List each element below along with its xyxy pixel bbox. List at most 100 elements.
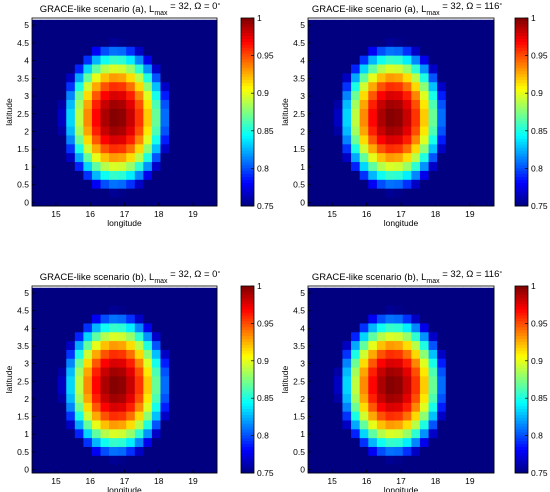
heatmap-cell bbox=[194, 384, 204, 395]
heatmap-cell bbox=[351, 287, 361, 297]
heatmap-cell bbox=[402, 296, 412, 306]
colorbar-step bbox=[515, 437, 528, 442]
heatmap-cell bbox=[463, 349, 473, 359]
heatmap-cell bbox=[325, 340, 335, 350]
colorbar-step bbox=[515, 106, 528, 110]
colorbar-tick-label: 0.75 bbox=[531, 468, 548, 478]
heatmap-cell bbox=[376, 117, 386, 127]
heatmap-cell bbox=[100, 179, 110, 189]
heatmap-cell bbox=[57, 393, 67, 403]
heatmap-cell bbox=[109, 28, 119, 38]
heatmap-cell bbox=[57, 135, 67, 145]
heatmap-cell bbox=[40, 446, 50, 456]
heatmap-cell bbox=[325, 161, 335, 171]
heatmap-cell bbox=[32, 152, 41, 163]
heatmap-cell bbox=[411, 90, 421, 100]
heatmap-cell bbox=[394, 152, 404, 163]
heatmap-cell bbox=[411, 161, 421, 171]
colorbar-step bbox=[515, 29, 528, 34]
heatmap-cell bbox=[117, 464, 127, 474]
colorbar-frame bbox=[514, 17, 529, 207]
heatmap-cell bbox=[57, 179, 67, 189]
heatmap-cell bbox=[57, 19, 67, 30]
heatmap-cell bbox=[66, 197, 76, 207]
heatmap-cell bbox=[419, 464, 429, 474]
heatmap-cell bbox=[351, 340, 361, 350]
heatmap-cell bbox=[394, 340, 404, 350]
heatmap-cell bbox=[117, 72, 127, 83]
heatmap-cell bbox=[480, 464, 490, 474]
heatmap-cell bbox=[325, 143, 335, 154]
heatmap-cell bbox=[411, 349, 421, 359]
heatmap-cell bbox=[194, 46, 204, 56]
heatmap-cell bbox=[316, 170, 326, 180]
heatmap-cell bbox=[109, 287, 119, 297]
heatmap-cell bbox=[32, 179, 41, 189]
heatmap-cell bbox=[376, 358, 386, 368]
colorbar-step bbox=[515, 350, 528, 354]
heatmap-cell bbox=[394, 188, 404, 198]
heatmap-cell bbox=[471, 375, 481, 386]
heatmap-cell bbox=[49, 323, 59, 333]
heatmap-cell bbox=[402, 99, 412, 109]
heatmap-cell bbox=[169, 411, 178, 421]
colorbar-step bbox=[515, 144, 528, 148]
heatmap-cell bbox=[211, 375, 218, 386]
heatmap-cell bbox=[368, 46, 378, 56]
heatmap-cell bbox=[100, 331, 110, 342]
heatmap-cell bbox=[211, 384, 218, 395]
heatmap-cell bbox=[463, 135, 473, 145]
heatmap-cell bbox=[325, 81, 335, 92]
heatmap-cell bbox=[91, 349, 101, 359]
heatmap-cell bbox=[74, 135, 84, 145]
heatmap-cell bbox=[480, 117, 490, 127]
heatmap-cell bbox=[394, 90, 404, 100]
heatmap-cell bbox=[325, 152, 335, 163]
heatmap-cell bbox=[126, 28, 136, 38]
heatmap-cell bbox=[177, 46, 187, 56]
heatmap-cell bbox=[151, 349, 161, 359]
heatmap-cell bbox=[316, 152, 326, 163]
heatmap-cell bbox=[151, 179, 161, 189]
heatmap-cell bbox=[488, 179, 495, 189]
heatmap-cell bbox=[117, 179, 127, 189]
y-tick-label: 2 bbox=[300, 127, 305, 137]
colorbar-step bbox=[515, 470, 528, 474]
heatmap-cell bbox=[488, 99, 495, 109]
heatmap-cell bbox=[66, 402, 76, 412]
heatmap-cell bbox=[368, 331, 378, 342]
heatmap-cell bbox=[186, 402, 196, 412]
heatmap-cell bbox=[57, 143, 67, 154]
colorbar-step bbox=[241, 138, 254, 142]
heatmap-cell bbox=[74, 72, 84, 83]
heatmap-cell bbox=[368, 135, 378, 145]
heatmap-cell bbox=[359, 455, 369, 465]
heatmap-cell bbox=[419, 384, 429, 395]
colorbar: 0.750.80.850.90.951 bbox=[514, 13, 548, 211]
heatmap-cell bbox=[32, 135, 41, 145]
colorbar-step bbox=[515, 397, 528, 401]
heatmap-cell bbox=[49, 314, 59, 324]
heatmap-cell bbox=[428, 135, 438, 145]
heatmap-cell bbox=[117, 126, 127, 136]
colorbar-step bbox=[241, 144, 254, 148]
heatmap-cell bbox=[151, 375, 161, 386]
heatmap-cell bbox=[471, 197, 481, 207]
title-subscript: max bbox=[154, 278, 168, 285]
heatmap-cell bbox=[169, 375, 178, 386]
heatmap-cell bbox=[117, 402, 127, 412]
heatmap-cell bbox=[351, 28, 361, 38]
x-tick-label: 16 bbox=[362, 209, 372, 219]
heatmap-cell bbox=[454, 108, 464, 118]
heatmap-cell bbox=[316, 420, 326, 430]
y-axis-label: latitude bbox=[4, 366, 14, 394]
heatmap-cell bbox=[40, 340, 50, 350]
heatmap-cell bbox=[194, 197, 204, 207]
heatmap-cell bbox=[143, 143, 153, 154]
x-tick-label: 16 bbox=[86, 476, 96, 486]
heatmap-cell bbox=[66, 55, 76, 65]
heatmap-cell bbox=[169, 72, 178, 83]
heatmap-cell bbox=[463, 367, 473, 377]
heatmap-cell bbox=[471, 170, 481, 180]
heatmap-cell bbox=[437, 340, 447, 350]
